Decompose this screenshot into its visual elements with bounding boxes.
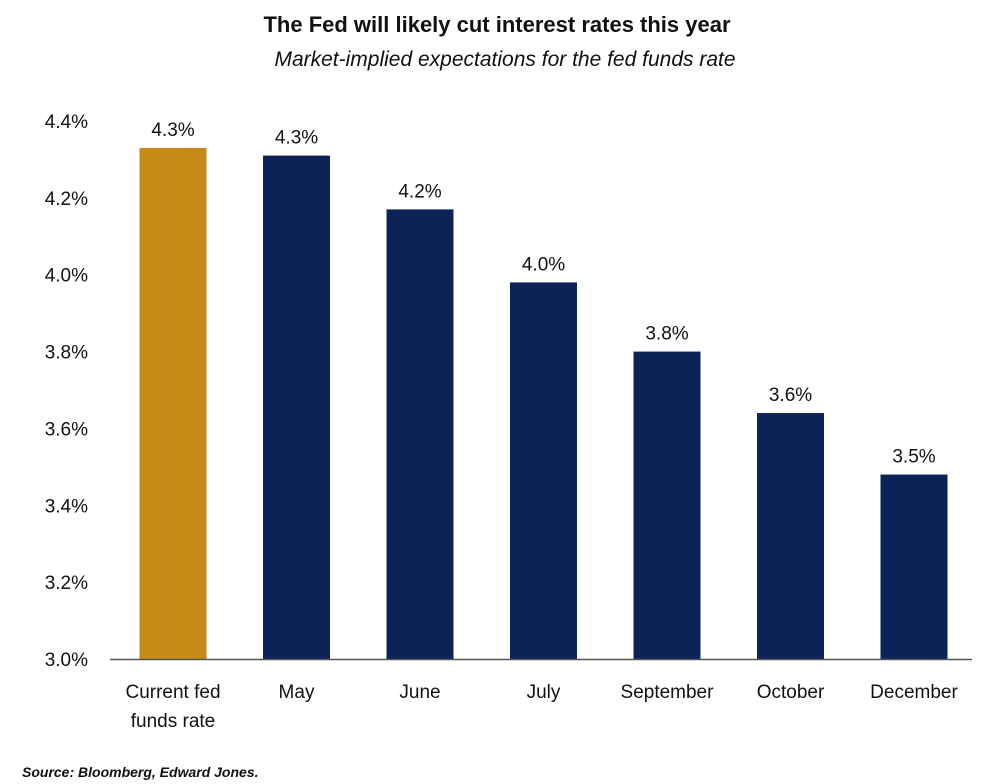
y-axis-tick-labels: 3.0% 3.2% 3.4% 3.6% 3.8% 4.0% 4.2% 4.4% xyxy=(45,112,88,671)
category-label: December xyxy=(870,682,958,703)
category-label: July xyxy=(527,682,561,703)
bar-expected-rate xyxy=(633,351,701,659)
category-label: September xyxy=(621,682,715,703)
category-label: Current fed funds rate xyxy=(125,682,220,732)
category-label: October xyxy=(757,682,825,703)
bar-value-label: 3.6% xyxy=(769,385,812,406)
y-tick-label: 3.4% xyxy=(45,496,88,517)
bar-expected-rate xyxy=(386,209,454,659)
y-tick-label: 3.6% xyxy=(45,419,88,440)
y-tick-label: 4.4% xyxy=(45,112,88,133)
y-tick-label: 3.8% xyxy=(45,343,88,364)
bar-current-rate xyxy=(139,147,207,659)
bar-expected-rate xyxy=(510,282,577,659)
bar-value-label: 3.5% xyxy=(892,447,935,468)
category-label: May xyxy=(279,682,315,703)
chart-subtitle: Market-implied expectations for the fed … xyxy=(274,48,735,71)
bar-value-labels: 4.3% 4.3% 4.2% 4.0% 3.8% 3.6% 3.5% xyxy=(151,120,935,468)
bar-series xyxy=(139,147,948,660)
bar-value-label: 4.3% xyxy=(151,120,194,141)
bar-expected-rate xyxy=(263,155,330,660)
y-tick-label: 4.2% xyxy=(45,189,88,210)
bar-value-label: 3.8% xyxy=(645,324,688,345)
chart-title: The Fed will likely cut interest rates t… xyxy=(263,12,730,37)
bar-expected-rate xyxy=(880,474,948,659)
y-tick-label: 3.0% xyxy=(45,650,88,671)
x-axis-category-labels: Current fed funds rate May June July Septembe… xyxy=(125,682,958,732)
source-note: Source: Bloomberg, Edward Jones. xyxy=(22,764,259,780)
bar-expected-rate xyxy=(757,413,824,659)
category-label: June xyxy=(399,682,440,703)
bar-value-label: 4.0% xyxy=(522,254,565,275)
bar-value-label: 4.3% xyxy=(275,128,318,149)
y-tick-label: 3.2% xyxy=(45,573,88,594)
y-tick-label: 4.0% xyxy=(45,266,88,287)
bar-value-label: 4.2% xyxy=(398,181,441,202)
